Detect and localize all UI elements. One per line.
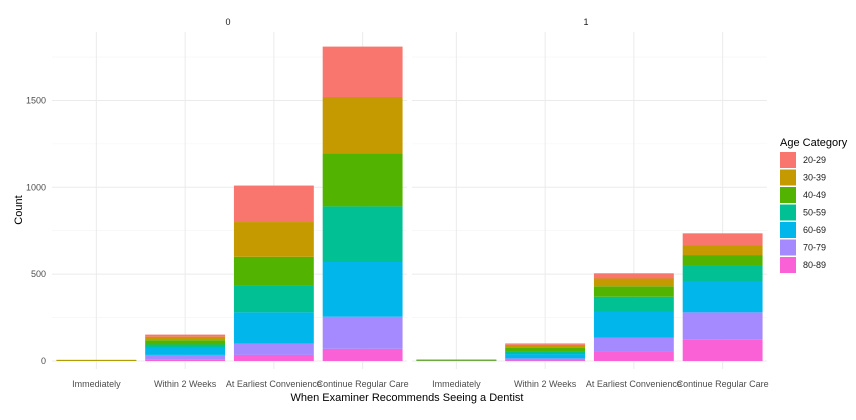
y-tick-label: 0 — [41, 356, 46, 366]
legend-title: Age Category — [780, 137, 848, 149]
legend-label-30-39: 30-39 — [803, 173, 826, 183]
bar-segment-70-79-facet1-cat2 — [593, 337, 674, 352]
bar-segment-60-69-facet0-cat3 — [322, 261, 403, 317]
bar-segment-20-29-facet0-cat1 — [145, 334, 226, 337]
bar-segment-50-59-facet0-cat1 — [145, 344, 226, 348]
x-tick-label: Immediately — [72, 379, 121, 389]
x-tick-label: Immediately — [432, 379, 481, 389]
bar-segment-40-49-facet0-cat1 — [145, 340, 226, 345]
legend-swatch-70-79 — [780, 239, 796, 256]
legend-label-50-59: 50-59 — [803, 208, 826, 218]
legend-swatch-20-29 — [780, 152, 796, 168]
bar-segment-60-69-facet1-cat3 — [682, 281, 763, 313]
y-tick-label: 1500 — [26, 95, 46, 105]
bar-segment-50-59-facet1-cat2 — [593, 296, 674, 312]
text-layer: 0 1 When Examiner Recommends Seeing a De… — [13, 17, 848, 404]
bar-segment-30-39-facet1-cat1 — [505, 344, 586, 348]
bar-segment-80-89-facet1-cat3 — [682, 339, 763, 361]
bar-segment-40-49-facet0-cat2 — [233, 256, 314, 286]
legend-label-20-29: 20-29 — [803, 155, 826, 165]
x-tick-label: At Earliest Convenience — [226, 379, 322, 389]
bar-segment-60-69-facet0-cat2 — [233, 312, 314, 344]
legend-swatch-40-49 — [780, 187, 796, 203]
legend-label-40-49: 40-49 — [803, 190, 826, 200]
bar-segment-20-29-facet0-cat3 — [322, 46, 403, 97]
bar-segment-40-49-facet1-cat3 — [682, 255, 763, 266]
bar-segment-30-39-facet1-cat2 — [593, 278, 674, 287]
x-tick-label: Continue Regular Care — [677, 379, 769, 389]
x-tick-label: Within 2 Weeks — [514, 379, 577, 389]
bar-segment-20-29-facet1-cat2 — [593, 273, 674, 279]
bar-segment-40-49-facet1-cat2 — [593, 286, 674, 297]
legend-label-80-89: 80-89 — [803, 260, 826, 270]
y-axis-title: Count — [13, 195, 25, 224]
bar-segment-40-49-facet0-cat3 — [322, 153, 403, 207]
bar-segment-30-39-facet0-cat2 — [233, 222, 314, 257]
bar-segment-30-39-facet1-cat3 — [682, 245, 763, 256]
bar-segment-50-59-facet0-cat2 — [233, 285, 314, 313]
bar-segment-60-69-facet1-cat2 — [593, 311, 674, 338]
y-tick-label: 500 — [31, 269, 46, 279]
x-tick-label: Within 2 Weeks — [154, 379, 217, 389]
bar-segment-80-89-facet0-cat1 — [145, 359, 226, 361]
bar-segment-20-29-facet1-cat1 — [505, 343, 586, 345]
legend-swatch-50-59 — [780, 204, 796, 221]
bar-segment-30-39-facet0-cat0 — [56, 359, 137, 361]
bar-segment-70-79-facet1-cat1 — [505, 358, 586, 361]
legend-swatch-80-89 — [780, 257, 796, 273]
bar-segment-30-39-facet0-cat1 — [145, 336, 226, 341]
bar-segment-70-79-facet0-cat2 — [233, 343, 314, 355]
bar-segment-50-59-facet1-cat3 — [682, 265, 763, 282]
bar-segment-50-59-facet1-cat1 — [505, 351, 586, 355]
bar-segment-80-89-facet1-cat1 — [505, 360, 586, 361]
facet-label-1: 1 — [583, 17, 588, 27]
bar-segment-70-79-facet0-cat1 — [145, 354, 226, 360]
bar-segment-60-69-facet0-cat1 — [145, 347, 226, 355]
bar-segment-20-29-facet1-cat3 — [682, 233, 763, 246]
facet-label-0: 0 — [225, 17, 230, 27]
bar-segment-30-39-facet1-cat0 — [416, 359, 497, 361]
x-tick-label: Continue Regular Care — [317, 379, 409, 389]
bar-segment-70-79-facet0-cat3 — [322, 316, 403, 349]
bar-segment-30-39-facet0-cat3 — [322, 96, 403, 154]
legend-swatch-30-39 — [780, 169, 796, 186]
legend-label-70-79: 70-79 — [803, 243, 826, 253]
bar-segment-20-29-facet0-cat2 — [233, 185, 314, 223]
y-tick-label: 1000 — [26, 182, 46, 192]
legend: 20-29 30-39 40-49 50-59 60-69 70-79 80-89 — [780, 152, 826, 273]
bar-segment-80-89-facet0-cat2 — [233, 354, 314, 361]
bar-segment-80-89-facet1-cat2 — [593, 351, 674, 361]
legend-swatch-60-69 — [780, 222, 796, 238]
x-tick-label: At Earliest Convenience — [586, 379, 682, 389]
x-axis-title: When Examiner Recommends Seeing a Dentis… — [291, 392, 524, 404]
legend-label-60-69: 60-69 — [803, 225, 826, 235]
bar-layer — [56, 46, 763, 361]
bar-segment-60-69-facet1-cat1 — [505, 354, 586, 359]
bar-segment-40-49-facet1-cat1 — [505, 347, 586, 352]
bar-segment-50-59-facet0-cat3 — [322, 206, 403, 262]
bar-segment-70-79-facet1-cat3 — [682, 312, 763, 340]
bar-segment-80-89-facet0-cat3 — [322, 348, 403, 361]
